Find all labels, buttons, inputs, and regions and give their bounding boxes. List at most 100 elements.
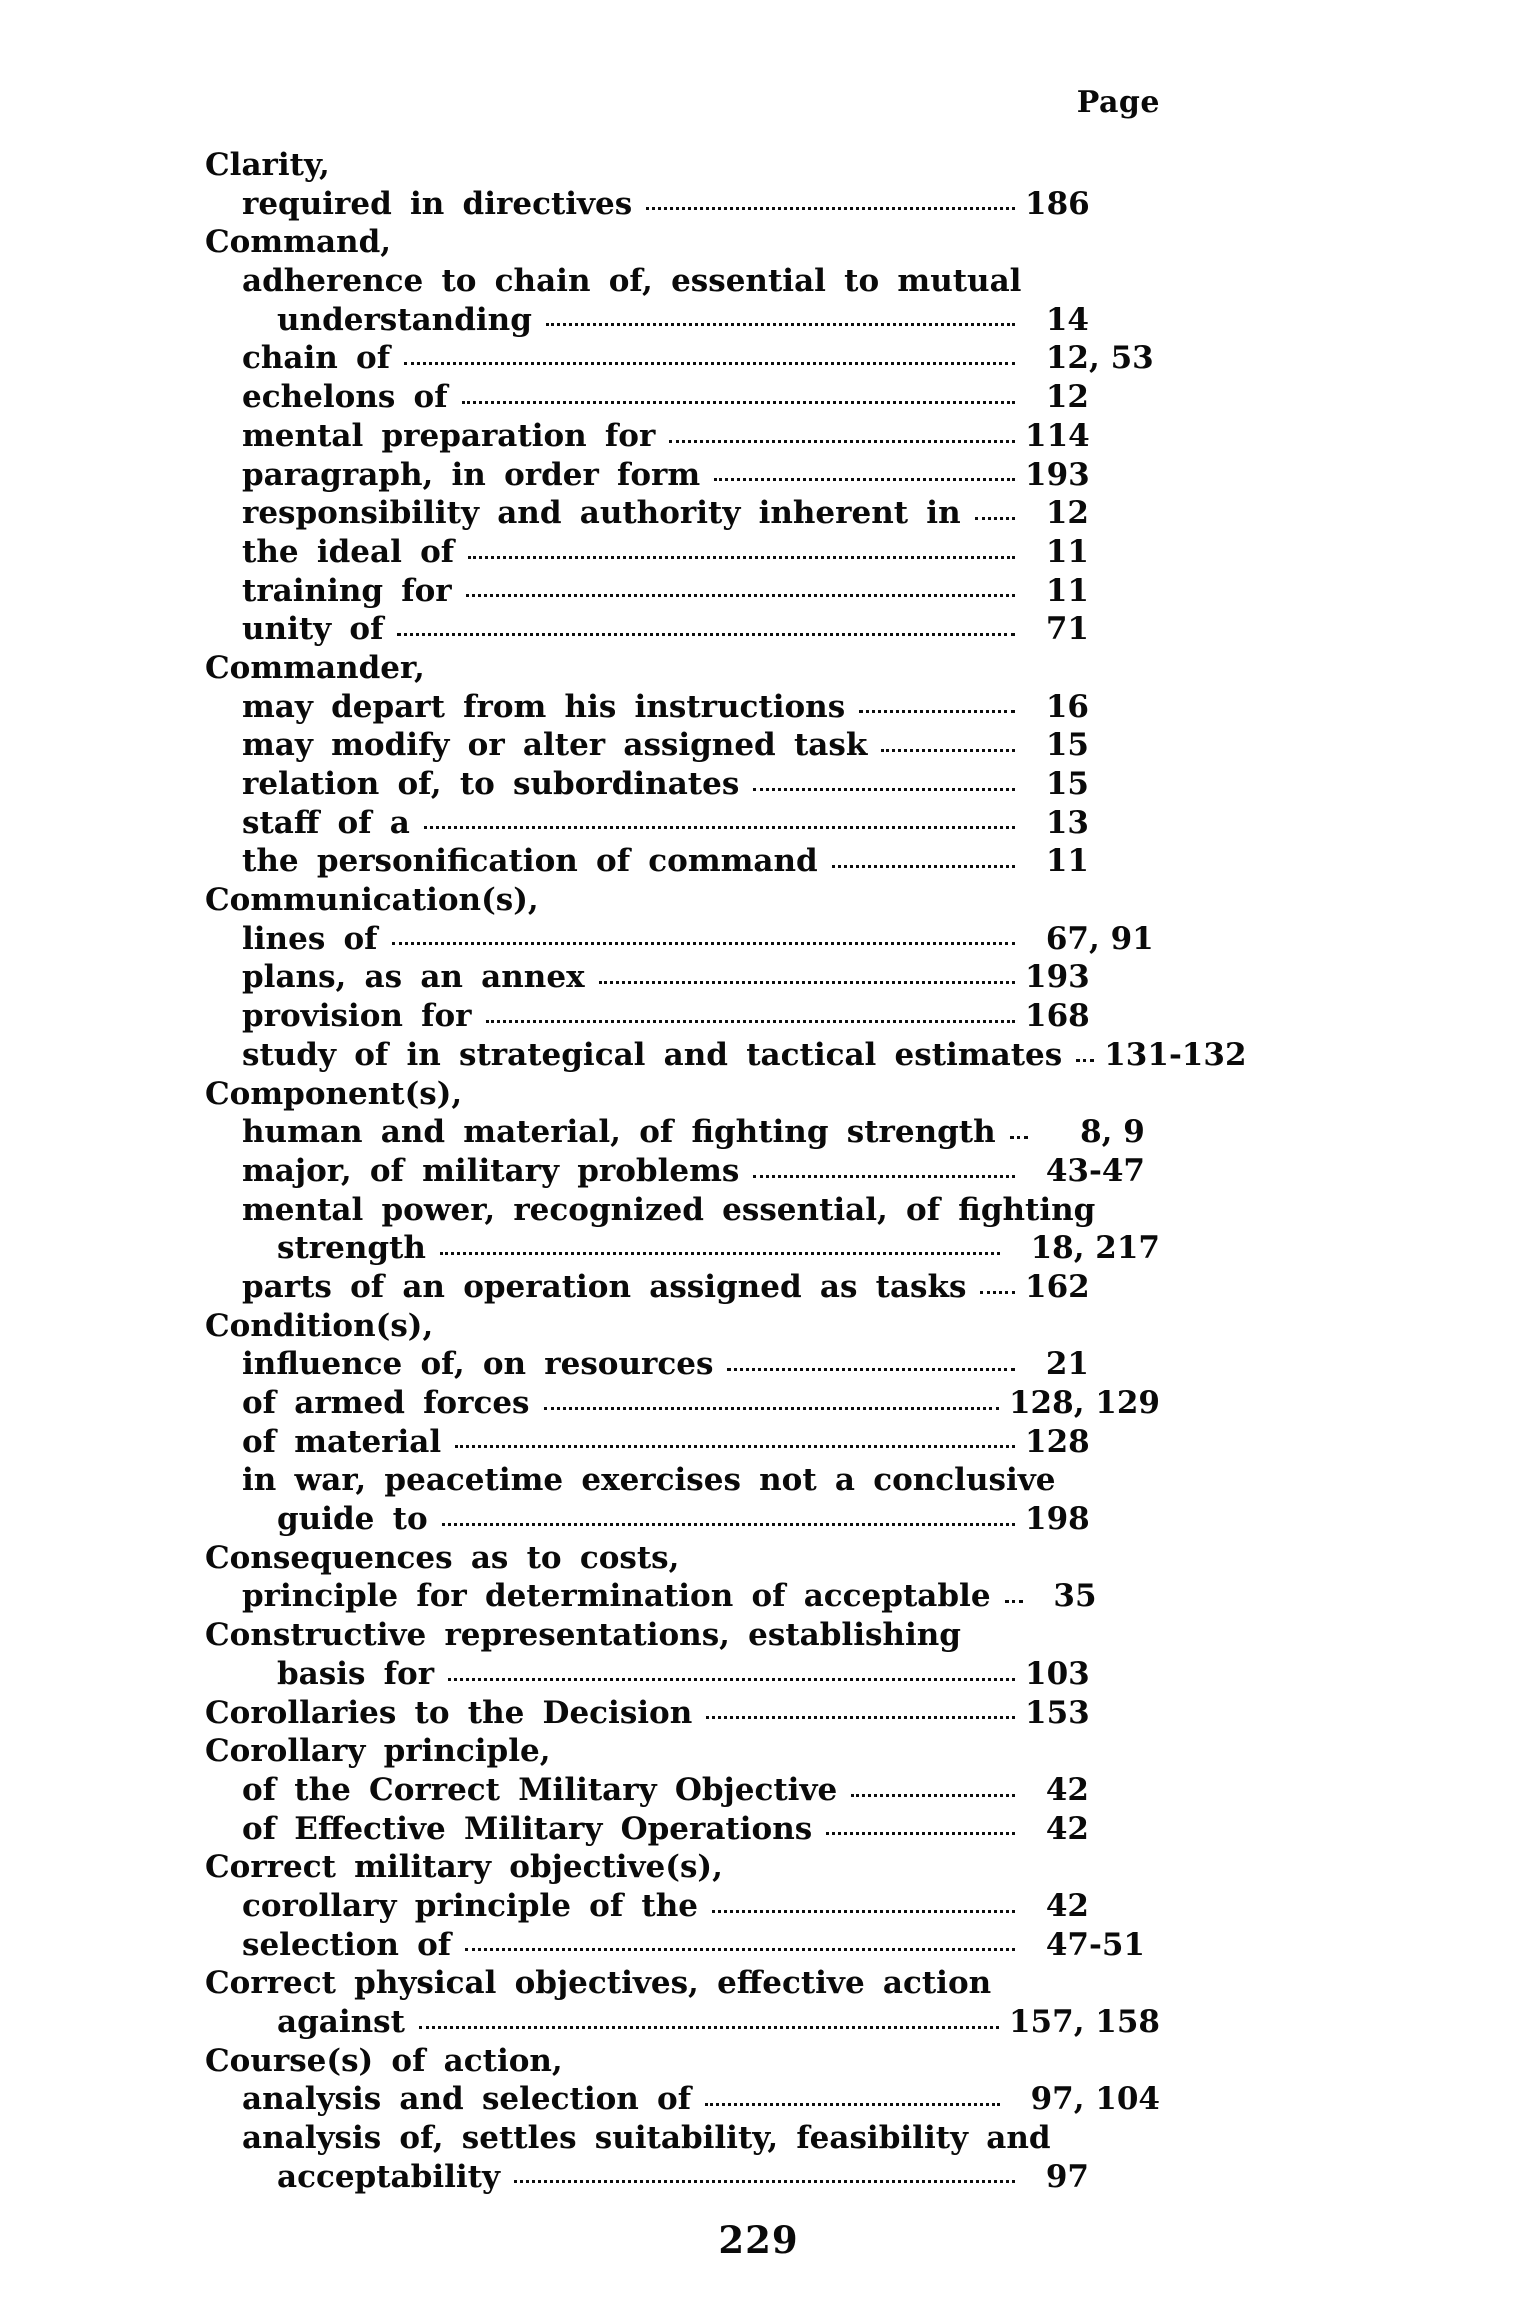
index-entry-line: study of in strategical and tactical est… <box>0 1036 1247 1075</box>
dotted-leader <box>881 749 1015 752</box>
entry-text: Correct military objective(s), <box>205 1849 723 1886</box>
index-entry-line: Communication(s), <box>0 881 1160 920</box>
page-numbers: 198 <box>1025 1500 1160 1539</box>
entry-text: mental preparation for <box>242 417 656 454</box>
index-entry-line: of Effective Military Operations 42 <box>0 1810 1160 1849</box>
entry-text: Correct physical objectives, effective a… <box>205 1965 992 2002</box>
index-entry-line: Corollary principle, <box>0 1732 1160 1771</box>
page-numbers: 103 <box>1025 1655 1160 1694</box>
page-numbers: 15 <box>1025 765 1160 804</box>
dotted-leader <box>1009 1135 1028 1139</box>
dotted-leader <box>712 1909 1015 1913</box>
dotted-leader <box>646 207 1015 211</box>
index-entry-line: major, of military problems 43 -47 <box>0 1152 1160 1191</box>
entry-text: echelons of <box>242 379 448 416</box>
page-number-first: 162 <box>1025 1268 1090 1305</box>
page-numbers: 21 <box>1025 1345 1160 1384</box>
dotted-leader <box>669 439 1015 443</box>
index-entry-line: Correct military objective(s), <box>0 1848 1160 1887</box>
entry-text: in war, peacetime exercises not a conclu… <box>242 1462 1056 1499</box>
page-numbers: 11 <box>1025 572 1160 611</box>
page-numbers: 12 <box>1025 378 1160 417</box>
index-entry-line: in war, peacetime exercises not a conclu… <box>0 1461 1160 1500</box>
entry-text: corollary principle of the <box>242 1887 698 1924</box>
entry-text: relation of, to subordinates <box>242 766 740 802</box>
dotted-leader <box>598 981 1015 985</box>
entry-text: plans, as an annex <box>242 959 585 996</box>
dotted-leader <box>1004 1600 1023 1604</box>
index-entry-line: Constructive representations, establishi… <box>0 1616 1160 1655</box>
dotted-leader <box>455 1445 1015 1449</box>
page-column-header: Page <box>1076 85 1160 120</box>
page-numbers: 15 <box>1025 726 1160 765</box>
entry-text: mental power, recognized essential, of f… <box>242 1191 1096 1228</box>
entry-text: of the Correct Military Objective <box>242 1771 838 1808</box>
entry-text: Command, <box>205 224 392 261</box>
page-number-first: 14 <box>1045 301 1089 338</box>
index-entry-line: mental power, recognized essential, of f… <box>0 1191 1160 1230</box>
page-number-rest: , 53 <box>1089 340 1154 377</box>
index-entry-line: Clarity, <box>0 146 1160 185</box>
index-entry-line: required in directives 186 <box>0 185 1160 224</box>
index-entry-line: of armed forces 128, 129 <box>0 1384 1160 1423</box>
index-entry-line: Consequences as to costs, <box>0 1539 1160 1578</box>
page-number-first: 114 <box>1025 417 1090 454</box>
entry-text: unity of <box>242 611 384 648</box>
index-entry-line: Commander, <box>0 649 1160 688</box>
index-entry-line: basis for 103 <box>0 1655 1160 1694</box>
dotted-leader <box>391 942 1015 946</box>
dotted-leader <box>831 865 1015 869</box>
dotted-leader <box>423 826 1015 830</box>
index-entry-line: against 157, 158 <box>0 2003 1160 2042</box>
page-number-first: 193 <box>1025 959 1090 996</box>
entry-text: the personification of command <box>242 843 818 880</box>
page-number-first: 71 <box>1045 611 1089 648</box>
dotted-leader <box>404 362 1015 366</box>
entry-text: chain of <box>242 340 391 377</box>
page-numbers: 42 <box>1025 1810 1160 1849</box>
index-entry-line: analysis and selection of 97, 104 <box>0 2080 1160 2119</box>
page-numbers: 71 <box>1025 610 1160 649</box>
index-entry-line: the ideal of 11 <box>0 533 1160 572</box>
page-number-rest: , 9 <box>1101 1114 1145 1151</box>
index-entry-line: strength 18, 217 <box>0 1229 1160 1268</box>
entry-text: Communication(s), <box>205 882 539 919</box>
page-number-first: 67 <box>1045 920 1089 957</box>
index-entry-line: may modify or alter assigned task 15 <box>0 726 1160 765</box>
index-entry-line: lines of 67, 91 <box>0 920 1160 959</box>
dotted-leader <box>705 2103 1000 2107</box>
dotted-leader <box>513 2180 1015 2184</box>
index-entry-line: mental preparation for 114 <box>0 417 1160 456</box>
index-entry-line: chain of 12, 53 <box>0 339 1160 378</box>
dotted-leader <box>545 323 1015 327</box>
page-numbers: 114 <box>1025 417 1160 456</box>
page-number-first: 157 <box>1008 2004 1074 2040</box>
page-numbers: 168 <box>1025 997 1160 1036</box>
index-entry-line: staff of a 13 <box>0 804 1160 843</box>
entry-text: Clarity, <box>205 147 330 183</box>
page-number-first: 8 <box>1080 1114 1102 1151</box>
page-numbers: 42 <box>1025 1771 1160 1810</box>
page-numbers: 16 <box>1025 688 1160 727</box>
entry-text: Condition(s), <box>205 1307 434 1344</box>
index-entry-line: parts of an operation assigned as tasks 1… <box>0 1268 1160 1307</box>
entry-text: lines of <box>242 920 378 957</box>
entry-text: Consequences as to costs, <box>205 1539 680 1576</box>
page-number-first: 186 <box>1025 185 1090 222</box>
page-numbers: 186 <box>1025 185 1160 224</box>
dotted-leader <box>418 2025 999 2029</box>
entry-text: human and material, of fighting strength <box>242 1114 996 1151</box>
index-entry-line: guide to 198 <box>0 1500 1160 1539</box>
page-number-first: 11 <box>1045 843 1089 880</box>
page-number-first: 97 <box>1030 2081 1074 2118</box>
entry-text: strength <box>277 1230 426 1267</box>
entry-text: analysis of, settles suitability, feasib… <box>242 2120 1051 2157</box>
dotted-leader <box>706 1716 1015 1720</box>
page-number-first: 128 <box>1025 1423 1090 1460</box>
page-number-first: 21 <box>1045 1346 1089 1383</box>
dotted-leader <box>727 1368 1015 1371</box>
dotted-leader <box>468 555 1015 559</box>
dotted-leader <box>461 400 1015 404</box>
entry-text: selection of <box>242 1926 452 1963</box>
index-entry-line: responsibility and authority inherent in… <box>0 494 1160 533</box>
